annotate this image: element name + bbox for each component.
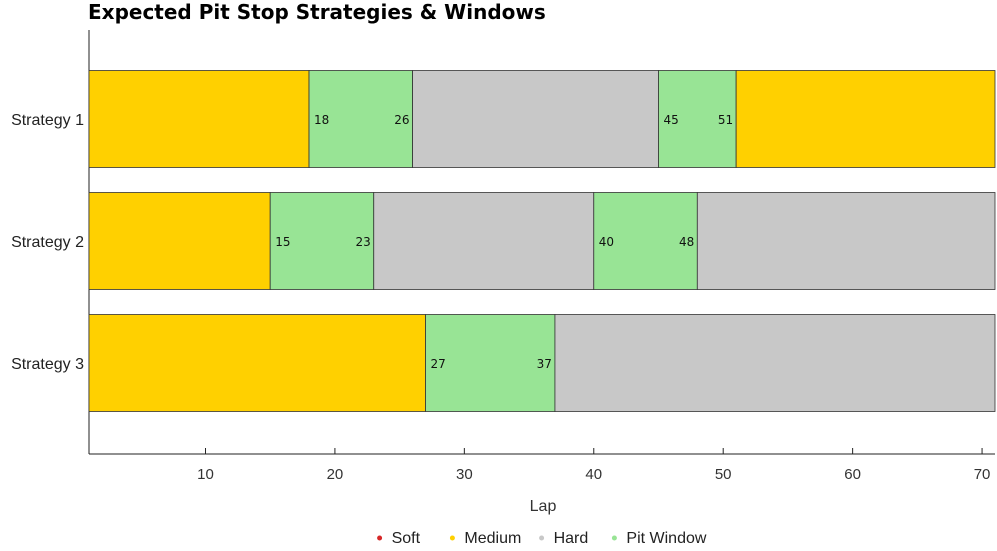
medium-segment: [88, 192, 271, 290]
strategy-label: Strategy 3: [11, 356, 84, 373]
medium-segment: [88, 70, 310, 168]
pit-window-segment: [593, 192, 698, 290]
pit-window-segment: [269, 192, 375, 290]
legend-label-pit-window: Pit Window: [626, 530, 706, 547]
legend-label-hard: Hard: [554, 530, 589, 547]
x-tick-label: 40: [585, 466, 602, 483]
pit-window-end-label: 37: [537, 357, 552, 371]
legend-label-medium: Medium: [464, 530, 521, 547]
chart-title: Expected Pit Stop Strategies & Windows: [88, 0, 546, 24]
pit-window-start-label: 27: [431, 357, 446, 371]
legend-marker-soft: [377, 535, 383, 541]
pit-window-segment: [658, 70, 737, 168]
x-tick-label: 10: [197, 466, 214, 483]
hard-segment: [412, 70, 659, 168]
pit-window-end-label: 51: [718, 113, 733, 127]
medium-segment: [735, 70, 996, 168]
x-tick-label: 60: [844, 466, 861, 483]
pit-window-start-label: 15: [275, 235, 290, 249]
medium-segment: [88, 314, 426, 412]
pit-window-end-label: 26: [394, 113, 409, 127]
pit-window-start-label: 45: [663, 113, 678, 127]
x-tick-label: 50: [715, 466, 732, 483]
pit-window-end-label: 48: [679, 235, 694, 249]
x-tick-label: 20: [327, 466, 344, 483]
pit-window-start-label: 40: [599, 235, 614, 249]
pit-window-start-label: 18: [314, 113, 329, 127]
legend-marker-pit-window: [611, 535, 617, 541]
legend: Soft Medium Hard Pit Window: [377, 530, 707, 547]
hard-segment: [696, 192, 996, 290]
pit-window-end-label: 23: [355, 235, 370, 249]
plot-area: 10 20 30 40 50 60 70 Strategy 1 18 26 45 51 Strategy…: [11, 30, 996, 483]
legend-marker-hard: [539, 535, 545, 541]
strategy-label: Strategy 2: [11, 234, 84, 251]
legend-marker-medium: [449, 535, 455, 541]
legend-label-soft: Soft: [392, 530, 421, 547]
x-axis-label: Lap: [530, 498, 557, 515]
strategy-label: Strategy 1: [11, 112, 84, 129]
x-tick-label: 70: [974, 466, 991, 483]
pit-window-segment: [425, 314, 556, 412]
hard-segment: [554, 314, 996, 412]
x-tick-label: 30: [456, 466, 473, 483]
hard-segment: [373, 192, 595, 290]
